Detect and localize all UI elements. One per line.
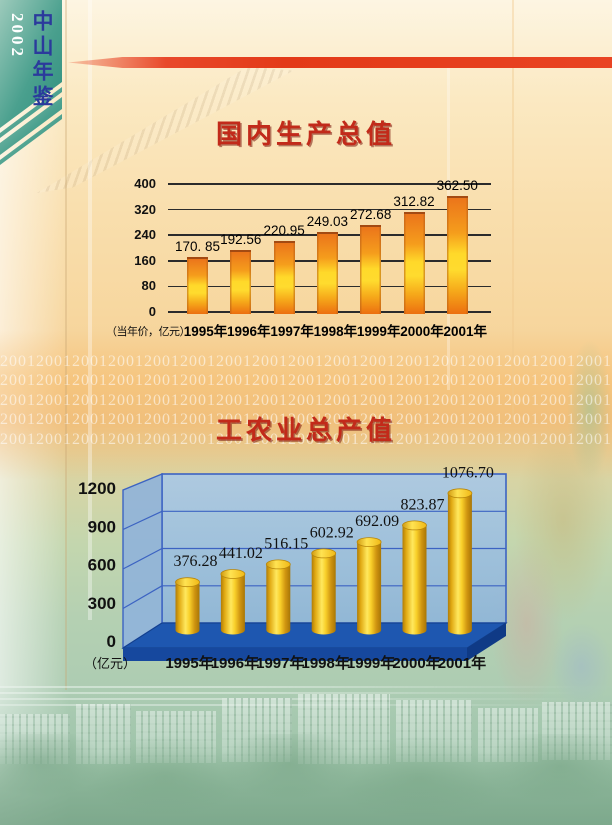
chart-left-wall — [122, 472, 163, 650]
cylinder-1995年 — [175, 577, 200, 635]
category-label: 1995年 — [183, 324, 228, 339]
faded-banknote-texture — [490, 420, 612, 710]
y-axis-tick-label: 0 — [148, 304, 156, 319]
yearbook-title-vertical: 中山年鉴 — [30, 10, 54, 110]
light-vertical-band — [512, 0, 514, 420]
category-label: 1999年 — [356, 324, 401, 339]
category-label: 2001年 — [438, 654, 486, 672]
cylinder-value-label: 823.87 — [401, 496, 445, 513]
y-axis-tick-label: 600 — [88, 556, 116, 575]
category-label: 1996年 — [227, 324, 271, 339]
y-axis-tick-label: 900 — [88, 517, 116, 536]
cityscape-photo — [0, 686, 612, 825]
grid-line — [122, 547, 163, 570]
category-label: 1998年 — [302, 654, 350, 672]
bar-1998年 — [316, 232, 338, 314]
y-axis-tick-label: 1200 — [78, 479, 116, 498]
cylinder-1999年 — [356, 537, 382, 635]
bar-value-label: 272.68 — [350, 206, 392, 222]
cylinder-2001年 — [447, 488, 473, 635]
cylinder-value-label: 516.15 — [264, 535, 308, 552]
y-axis-tick-label: 240 — [134, 227, 156, 243]
category-label: 1999年 — [347, 654, 395, 672]
output-unit-note: （亿元） — [84, 656, 136, 671]
y-axis-tick-label: 0 — [107, 632, 116, 651]
category-label: 1995年 — [165, 654, 213, 672]
watermark-row: 2001200120012001200120012001200120012001… — [0, 353, 612, 370]
light-vertical-band — [88, 0, 92, 620]
grid-line — [122, 510, 163, 531]
bar-value-label: 220.95 — [263, 223, 305, 239]
cylinder-1998年 — [311, 548, 337, 635]
gdp-unit-note: （当年价，亿元） — [106, 326, 191, 338]
y-axis-tick-label: 80 — [141, 278, 156, 294]
watermark-row: 2001200120012001200120012001200120012001… — [0, 372, 612, 390]
cylinder-1996年 — [220, 569, 246, 635]
photo-green-tint — [0, 686, 612, 825]
bar-1996年 — [230, 250, 252, 314]
bar-2000年 — [403, 211, 425, 314]
grid-line — [122, 585, 163, 610]
cylinder-value-label: 692.09 — [355, 513, 399, 530]
watermark-row: 2001200120012001200120012001200120012001… — [0, 411, 612, 429]
bar-1999年 — [360, 224, 382, 314]
category-label: 1997年 — [270, 324, 314, 339]
red-divider-line — [68, 57, 612, 68]
bar-value-label: 312.82 — [393, 193, 435, 209]
watermark-2001: 2001200120012001200120012001200120012001… — [0, 352, 612, 449]
bar-1997年 — [273, 241, 295, 314]
watermark-row: 2001200120012001200120012001200120012001… — [0, 391, 612, 409]
grid-line — [168, 183, 491, 185]
grid-line — [168, 208, 491, 211]
y-axis-tick-label: 300 — [88, 594, 116, 613]
watermark-row: 2001200120012001200120012001200120012001… — [0, 430, 612, 448]
corner-ribbon: 2002 中山年鉴 — [0, 0, 70, 170]
bar-value-label: 170. 85 — [174, 239, 221, 255]
page-fold-line — [65, 0, 67, 690]
y-axis-tick-label: 400 — [134, 176, 156, 191]
cylinder-1997年 — [265, 559, 291, 635]
bar-2001年 — [446, 196, 468, 314]
category-label: 1998年 — [313, 324, 358, 339]
category-label: 2000年 — [392, 654, 440, 672]
bar-value-label: 362.50 — [436, 178, 478, 193]
y-axis-tick-label: 320 — [134, 201, 156, 217]
category-label: 1997年 — [256, 654, 304, 672]
bar-1995年 — [187, 257, 208, 314]
cylinder-value-label: 441.02 — [219, 545, 263, 562]
cylinder-2000年 — [402, 520, 427, 635]
bar-value-label: 192.56 — [220, 232, 262, 248]
output-chart-title: 工农业总产值 — [215, 415, 396, 445]
edition-year-vertical: 2002 — [8, 13, 27, 59]
cylinder-value-label: 602.92 — [310, 524, 354, 541]
category-label: 2001年 — [443, 324, 488, 339]
ribbon-shape — [0, 0, 62, 165]
chart-floor-side — [467, 623, 506, 661]
output-chart: 376.28 1995年 441.02 1996年 516.15 1997年 6… — [78, 464, 508, 672]
chart-floor-front — [123, 648, 467, 661]
y-axis-tick-label: 160 — [134, 252, 156, 268]
cylinder-value-label: 376.28 — [174, 553, 218, 570]
bar-value-label: 249.03 — [306, 214, 349, 230]
category-label: 1996年 — [211, 654, 259, 672]
cylinder-value-label: 1076.70 — [442, 464, 494, 481]
gdp-chart-title: 国内生产总值 — [215, 119, 396, 149]
category-label: 2000年 — [400, 324, 444, 339]
